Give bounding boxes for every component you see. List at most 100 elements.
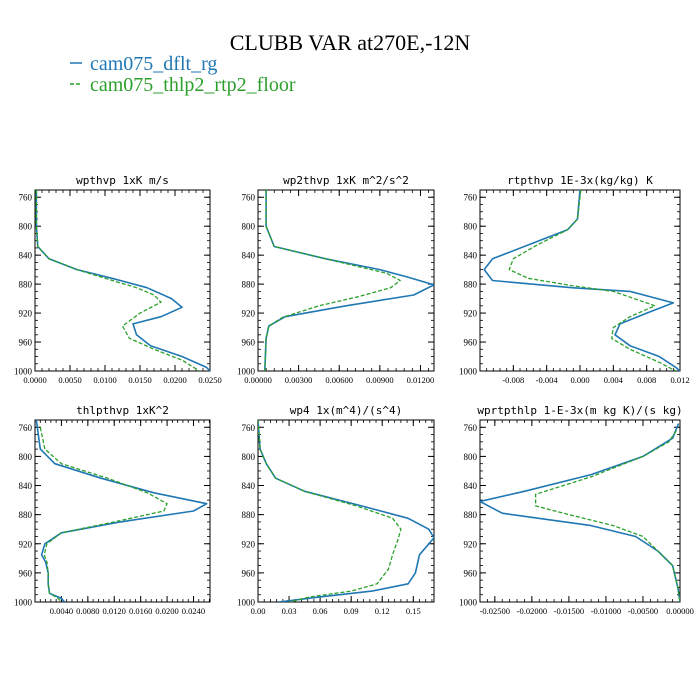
- series-line-cam075-thlp2-rtp2-floor: [35, 190, 200, 371]
- x-tick-label: 0.09: [344, 606, 359, 616]
- x-tick-label: 0.0050: [58, 375, 81, 385]
- x-tick-label: 0.00600: [325, 375, 353, 385]
- x-tick-label: 0.00300: [285, 375, 313, 385]
- y-tick-label: 800: [464, 452, 478, 462]
- y-tick-label: 880: [19, 280, 33, 290]
- x-tick-label: 0.012: [670, 375, 689, 385]
- legend-label: cam075_thlp2_rtp2_floor: [90, 74, 296, 96]
- x-tick-label: -0.02000: [517, 606, 547, 616]
- x-tick-label: 0.12: [375, 606, 390, 616]
- x-tick-label: 0.0100: [93, 375, 116, 385]
- series-line-cam075-dflt-rg: [480, 423, 680, 602]
- y-tick-label: 840: [242, 251, 256, 261]
- panel-title: wprtpthlp 1-E-3x(m kg K)/(s kg): [477, 404, 682, 417]
- y-tick-label: 960: [464, 568, 478, 578]
- series-line-cam075-dflt-rg: [35, 420, 208, 602]
- y-tick-label: 800: [242, 452, 256, 462]
- x-tick-label: 0.00: [251, 606, 266, 616]
- y-tick-label: 880: [464, 510, 478, 520]
- y-tick-label: 840: [464, 251, 478, 261]
- x-tick-label: 0.0040: [50, 606, 73, 616]
- y-tick-label: 800: [19, 452, 33, 462]
- plot-frame: [479, 419, 681, 603]
- x-tick-label: 0.0150: [128, 375, 151, 385]
- y-tick-label: 760: [242, 423, 256, 433]
- x-tick-label: 0.004: [604, 375, 624, 385]
- series-line-cam075-dflt-rg: [35, 190, 210, 371]
- y-tick-label: 1000: [459, 598, 478, 608]
- y-tick-label: 880: [242, 280, 256, 290]
- series-line-cam075-thlp2-rtp2-floor: [508, 190, 677, 371]
- x-tick-label: 0.01200: [407, 375, 435, 385]
- y-tick-label: 760: [242, 193, 256, 203]
- y-tick-label: 960: [19, 338, 33, 348]
- x-tick-label: -0.00500: [628, 606, 658, 616]
- y-tick-label: 960: [19, 568, 33, 578]
- y-tick-label: 880: [464, 280, 478, 290]
- y-tick-label: 760: [19, 423, 33, 433]
- x-tick-label: 0.00900: [366, 375, 394, 385]
- series-line-cam075-thlp2-rtp2-floor: [534, 430, 680, 602]
- y-tick-label: 1000: [237, 598, 256, 608]
- plot-frame: [479, 189, 681, 372]
- x-tick-label: 0.0120: [103, 606, 126, 616]
- x-tick-label: 0.00000: [244, 375, 272, 385]
- panel-6: wprtpthlp 1-E-3x(m kg K)/(s kg) 760 800 840…: [459, 404, 694, 616]
- y-tick-label: 920: [19, 309, 33, 319]
- y-tick-label: 800: [464, 222, 478, 232]
- panel-2: wp2thvp 1xK m^2/s^2 760 800 840 880 920 960 100…: [237, 174, 435, 385]
- plot-frame: [34, 189, 211, 372]
- y-tick-label: 800: [19, 222, 33, 232]
- y-tick-label: 880: [19, 510, 33, 520]
- x-tick-label: 0.0250: [198, 375, 221, 385]
- y-tick-label: 920: [242, 309, 256, 319]
- series-line-cam075-thlp2-rtp2-floor: [258, 420, 402, 602]
- x-tick-label: 0.000: [570, 375, 589, 385]
- panel-title: thlpthvp 1xK^2: [76, 404, 169, 417]
- y-tick-label: 960: [464, 338, 478, 348]
- y-tick-label: 760: [19, 193, 33, 203]
- y-tick-label: 760: [464, 423, 478, 433]
- x-tick-label: 0.0080: [76, 606, 99, 616]
- y-tick-label: 920: [464, 309, 478, 319]
- plot-frame: [34, 419, 211, 603]
- x-tick-label: 0.00000: [666, 606, 694, 616]
- y-tick-label: 920: [464, 539, 478, 549]
- y-tick-label: 1000: [237, 367, 256, 377]
- x-tick-label: 0.0200: [163, 375, 186, 385]
- x-tick-label: -0.008: [502, 375, 524, 385]
- y-tick-label: 960: [242, 568, 256, 578]
- series-line-cam075-dflt-rg: [264, 190, 434, 371]
- panel-3: rtpthvp 1E-3x(kg/kg) K 760 800 840 880 920 960…: [459, 174, 690, 385]
- panel-title: wp2thvp 1xK m^2/s^2: [283, 174, 409, 187]
- y-tick-label: 1000: [14, 598, 33, 608]
- y-tick-label: 840: [19, 481, 33, 491]
- y-tick-label: 840: [464, 481, 478, 491]
- x-tick-label: 0.008: [637, 375, 656, 385]
- legend-label: cam075_dflt_rg: [90, 53, 217, 75]
- plot-frame: [257, 419, 435, 603]
- x-tick-label: -0.004: [536, 375, 559, 385]
- y-tick-label: 760: [464, 193, 478, 203]
- panel-title: wpthvp 1xK m/s: [76, 174, 169, 187]
- panel-1: wpthvp 1xK m/s76080084088092096010000.00…: [14, 174, 222, 385]
- y-tick-label: 880: [242, 510, 256, 520]
- x-tick-label: -0.01000: [591, 606, 621, 616]
- x-tick-label: 0.0000: [23, 375, 46, 385]
- x-tick-label: 0.15: [406, 606, 421, 616]
- y-tick-label: 920: [19, 539, 33, 549]
- x-tick-label: -0.01500: [554, 606, 584, 616]
- x-tick-label: 0.06: [313, 606, 328, 616]
- panel-title: rtpthvp 1E-3x(kg/kg) K: [507, 174, 653, 187]
- y-tick-label: 1000: [14, 367, 33, 377]
- x-tick-label: 0.0160: [129, 606, 152, 616]
- x-tick-label: 0.0200: [155, 606, 178, 616]
- y-tick-label: 800: [242, 222, 256, 232]
- y-tick-label: 920: [242, 539, 256, 549]
- plot-frame: [257, 189, 435, 372]
- y-tick-label: 1000: [459, 367, 478, 377]
- series-line-cam075-thlp2-rtp2-floor: [39, 427, 168, 602]
- panel-5: wp4 1x(m^4)/(s^4)76080084088092096010000…: [237, 404, 435, 616]
- y-tick-label: 840: [19, 251, 33, 261]
